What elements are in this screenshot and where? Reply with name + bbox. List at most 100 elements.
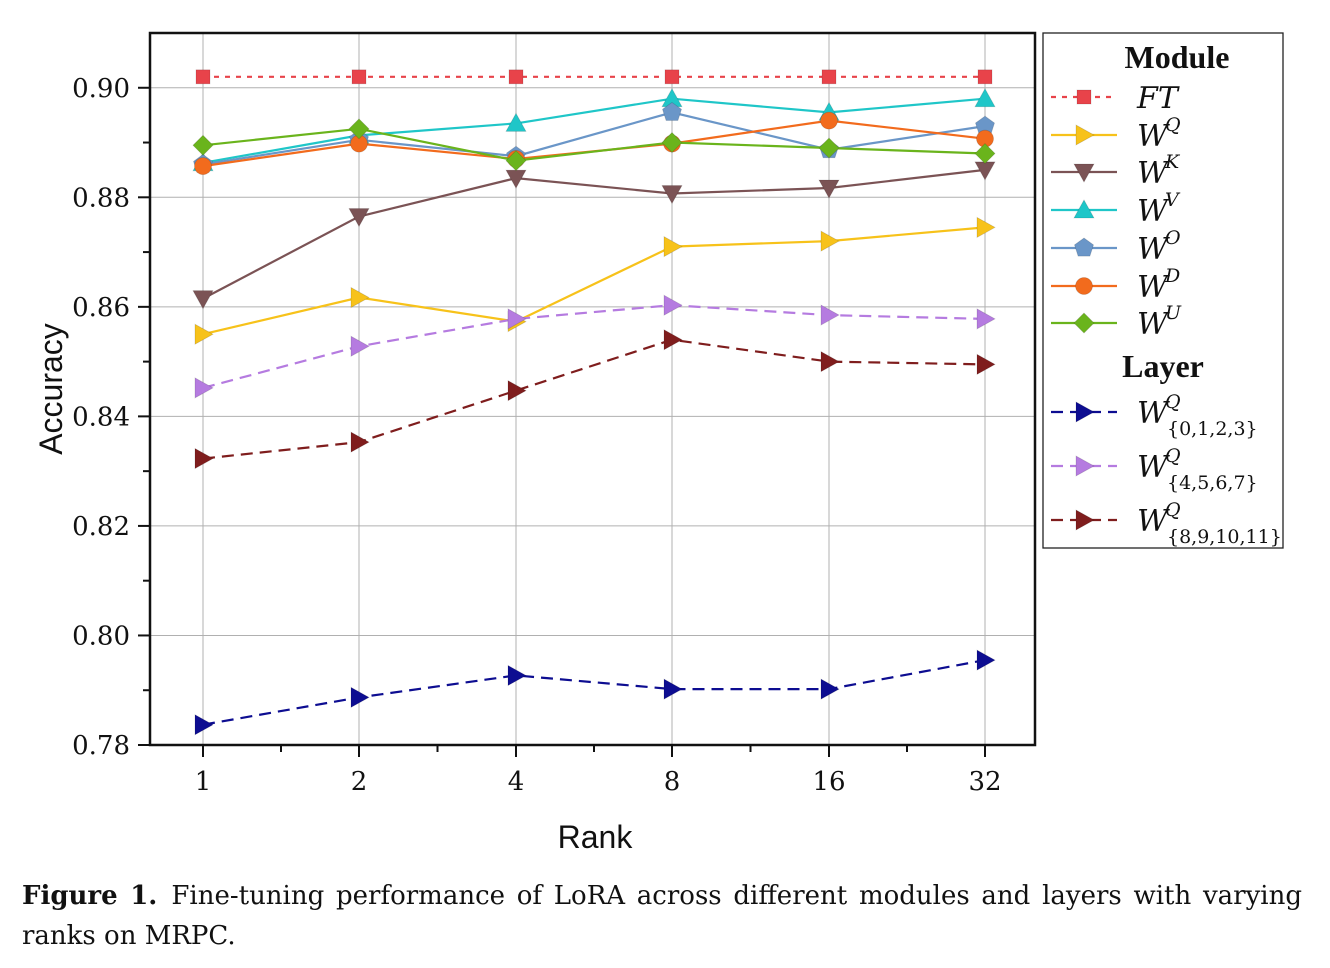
marker-l0 (663, 678, 683, 700)
y-tick-label: 0.88 (72, 183, 130, 213)
marker-wk (818, 179, 840, 199)
legend-section-layer: Layer (1122, 348, 1204, 384)
y-tick-label: 0.86 (72, 293, 130, 323)
legend-label-sup: Q (1165, 391, 1181, 413)
series-line-wk (202, 168, 986, 300)
marker-legend-wu (1073, 312, 1095, 334)
marker-wq (976, 216, 996, 239)
marker-ft (977, 69, 993, 85)
series-wk (192, 161, 996, 310)
marker-ft (195, 69, 211, 85)
marker-wu (505, 150, 527, 172)
marker-l0 (194, 714, 214, 736)
marker-l4 (976, 308, 996, 330)
marker-wd (820, 111, 838, 130)
x-tick-label: 4 (508, 767, 525, 797)
legend-entry-wq: WQ (1051, 114, 1181, 154)
marker-wd (194, 157, 212, 175)
marker-l8 (663, 329, 683, 351)
legend-entry-wk: WK (1051, 151, 1181, 191)
legend-label-sup: U (1165, 302, 1182, 324)
marker-l4 (350, 335, 370, 357)
marker-l8 (194, 447, 214, 470)
series-line-wu (202, 127, 986, 162)
x-tick-label: 8 (664, 767, 681, 797)
marker-wk (661, 185, 683, 205)
legend-label-sub: {0,1,2,3} (1167, 418, 1258, 440)
marker-l0 (507, 664, 527, 687)
legend-label-sup: K (1164, 151, 1181, 173)
marker-legend-l4 (1075, 455, 1095, 477)
y-tick-label: 0.82 (72, 512, 130, 542)
marker-l8 (820, 350, 840, 373)
marker-legend-wd (1075, 277, 1093, 295)
marker-l0 (820, 678, 840, 700)
y-tick-label: 0.80 (72, 621, 130, 651)
legend-entry-l8: WQ {8,9,10,11} (1051, 499, 1282, 548)
legend-label-sup: Q (1165, 499, 1181, 521)
figure-caption: Figure 1. Fine-tuning performance of LoRA… (22, 876, 1302, 956)
series-wo (193, 101, 995, 173)
marker-ft (664, 69, 680, 85)
legend-entry-wu: WU (1051, 302, 1182, 342)
legend-label: W (1137, 307, 1170, 342)
legend-entry-ft: FT (1051, 81, 1180, 116)
legend-entry-l0: WQ {0,1,2,3} (1051, 391, 1258, 440)
marker-ft (821, 69, 837, 85)
legend: Module Layer FTWQWKWVWOWDWUWQ{0,1,2,3}WQ… (1042, 32, 1284, 549)
legend-label: W (1137, 232, 1170, 267)
legend-label: W (1137, 450, 1170, 485)
marker-wk (348, 208, 370, 228)
x-axis-ticks: 1 2 4 8 16 32 (195, 745, 1002, 797)
legend-entries: FTWQWKWVWOWDWUWQ{0,1,2,3}WQ{4,5,6,7}WQ{8… (1051, 81, 1282, 548)
legend-label-sup: Q (1165, 114, 1181, 136)
series-line-l8 (202, 338, 986, 460)
legend-entry-l4: WQ {4,5,6,7} (1051, 445, 1258, 494)
marker-wu (348, 118, 370, 140)
series-ft (195, 69, 993, 85)
caption-label: Figure 1. (22, 881, 158, 911)
marker-wq (194, 323, 214, 345)
legend-label-sub: {8,9,10,11} (1167, 526, 1282, 548)
legend-label-sup: Q (1165, 445, 1181, 467)
marker-wv (505, 112, 527, 132)
marker-l0 (976, 649, 996, 671)
marker-legend-wv (1073, 199, 1095, 219)
legend-label-sub: {4,5,6,7} (1167, 472, 1258, 494)
x-tick-label: 16 (812, 767, 845, 797)
series-l8 (194, 329, 996, 470)
y-tick-label: 0.84 (72, 402, 130, 432)
marker-l4 (194, 377, 214, 399)
axes (148, 31, 1037, 747)
marker-legend-l8 (1075, 509, 1095, 531)
marker-l0 (350, 686, 370, 709)
marker-l4 (663, 294, 683, 316)
series-line-wo (202, 111, 986, 166)
legend-label-sup: O (1165, 227, 1181, 249)
legend-section-module: Module (1125, 39, 1230, 75)
y-axis-title: Accuracy (33, 323, 69, 455)
legend-label: W (1137, 270, 1170, 305)
marker-l8 (350, 431, 370, 453)
series-wv (192, 87, 996, 172)
legend-entry-wd: WD (1051, 265, 1180, 305)
series-l4 (194, 294, 996, 399)
x-tick-label: 32 (968, 767, 1001, 797)
caption-text: Fine-tuning performance of LoRA across d… (22, 881, 1302, 951)
marker-ft (351, 69, 367, 85)
series-line-wq (202, 226, 986, 336)
marker-wq (820, 230, 840, 252)
marker-wu (818, 137, 840, 159)
legend-label-sup: V (1165, 189, 1181, 211)
marker-legend-wo (1074, 237, 1094, 257)
legend-label: W (1137, 504, 1170, 539)
y-tick-label: 0.90 (72, 74, 130, 104)
legend-entry-wo: WO (1051, 227, 1181, 267)
x-axis-title: Rank (558, 819, 634, 855)
marker-ft (508, 69, 524, 85)
series-wu (192, 118, 996, 172)
marker-l8 (976, 353, 996, 376)
marker-legend-wk (1073, 163, 1095, 183)
grid-lines (150, 33, 1035, 745)
marker-legend-ft (1076, 89, 1092, 105)
